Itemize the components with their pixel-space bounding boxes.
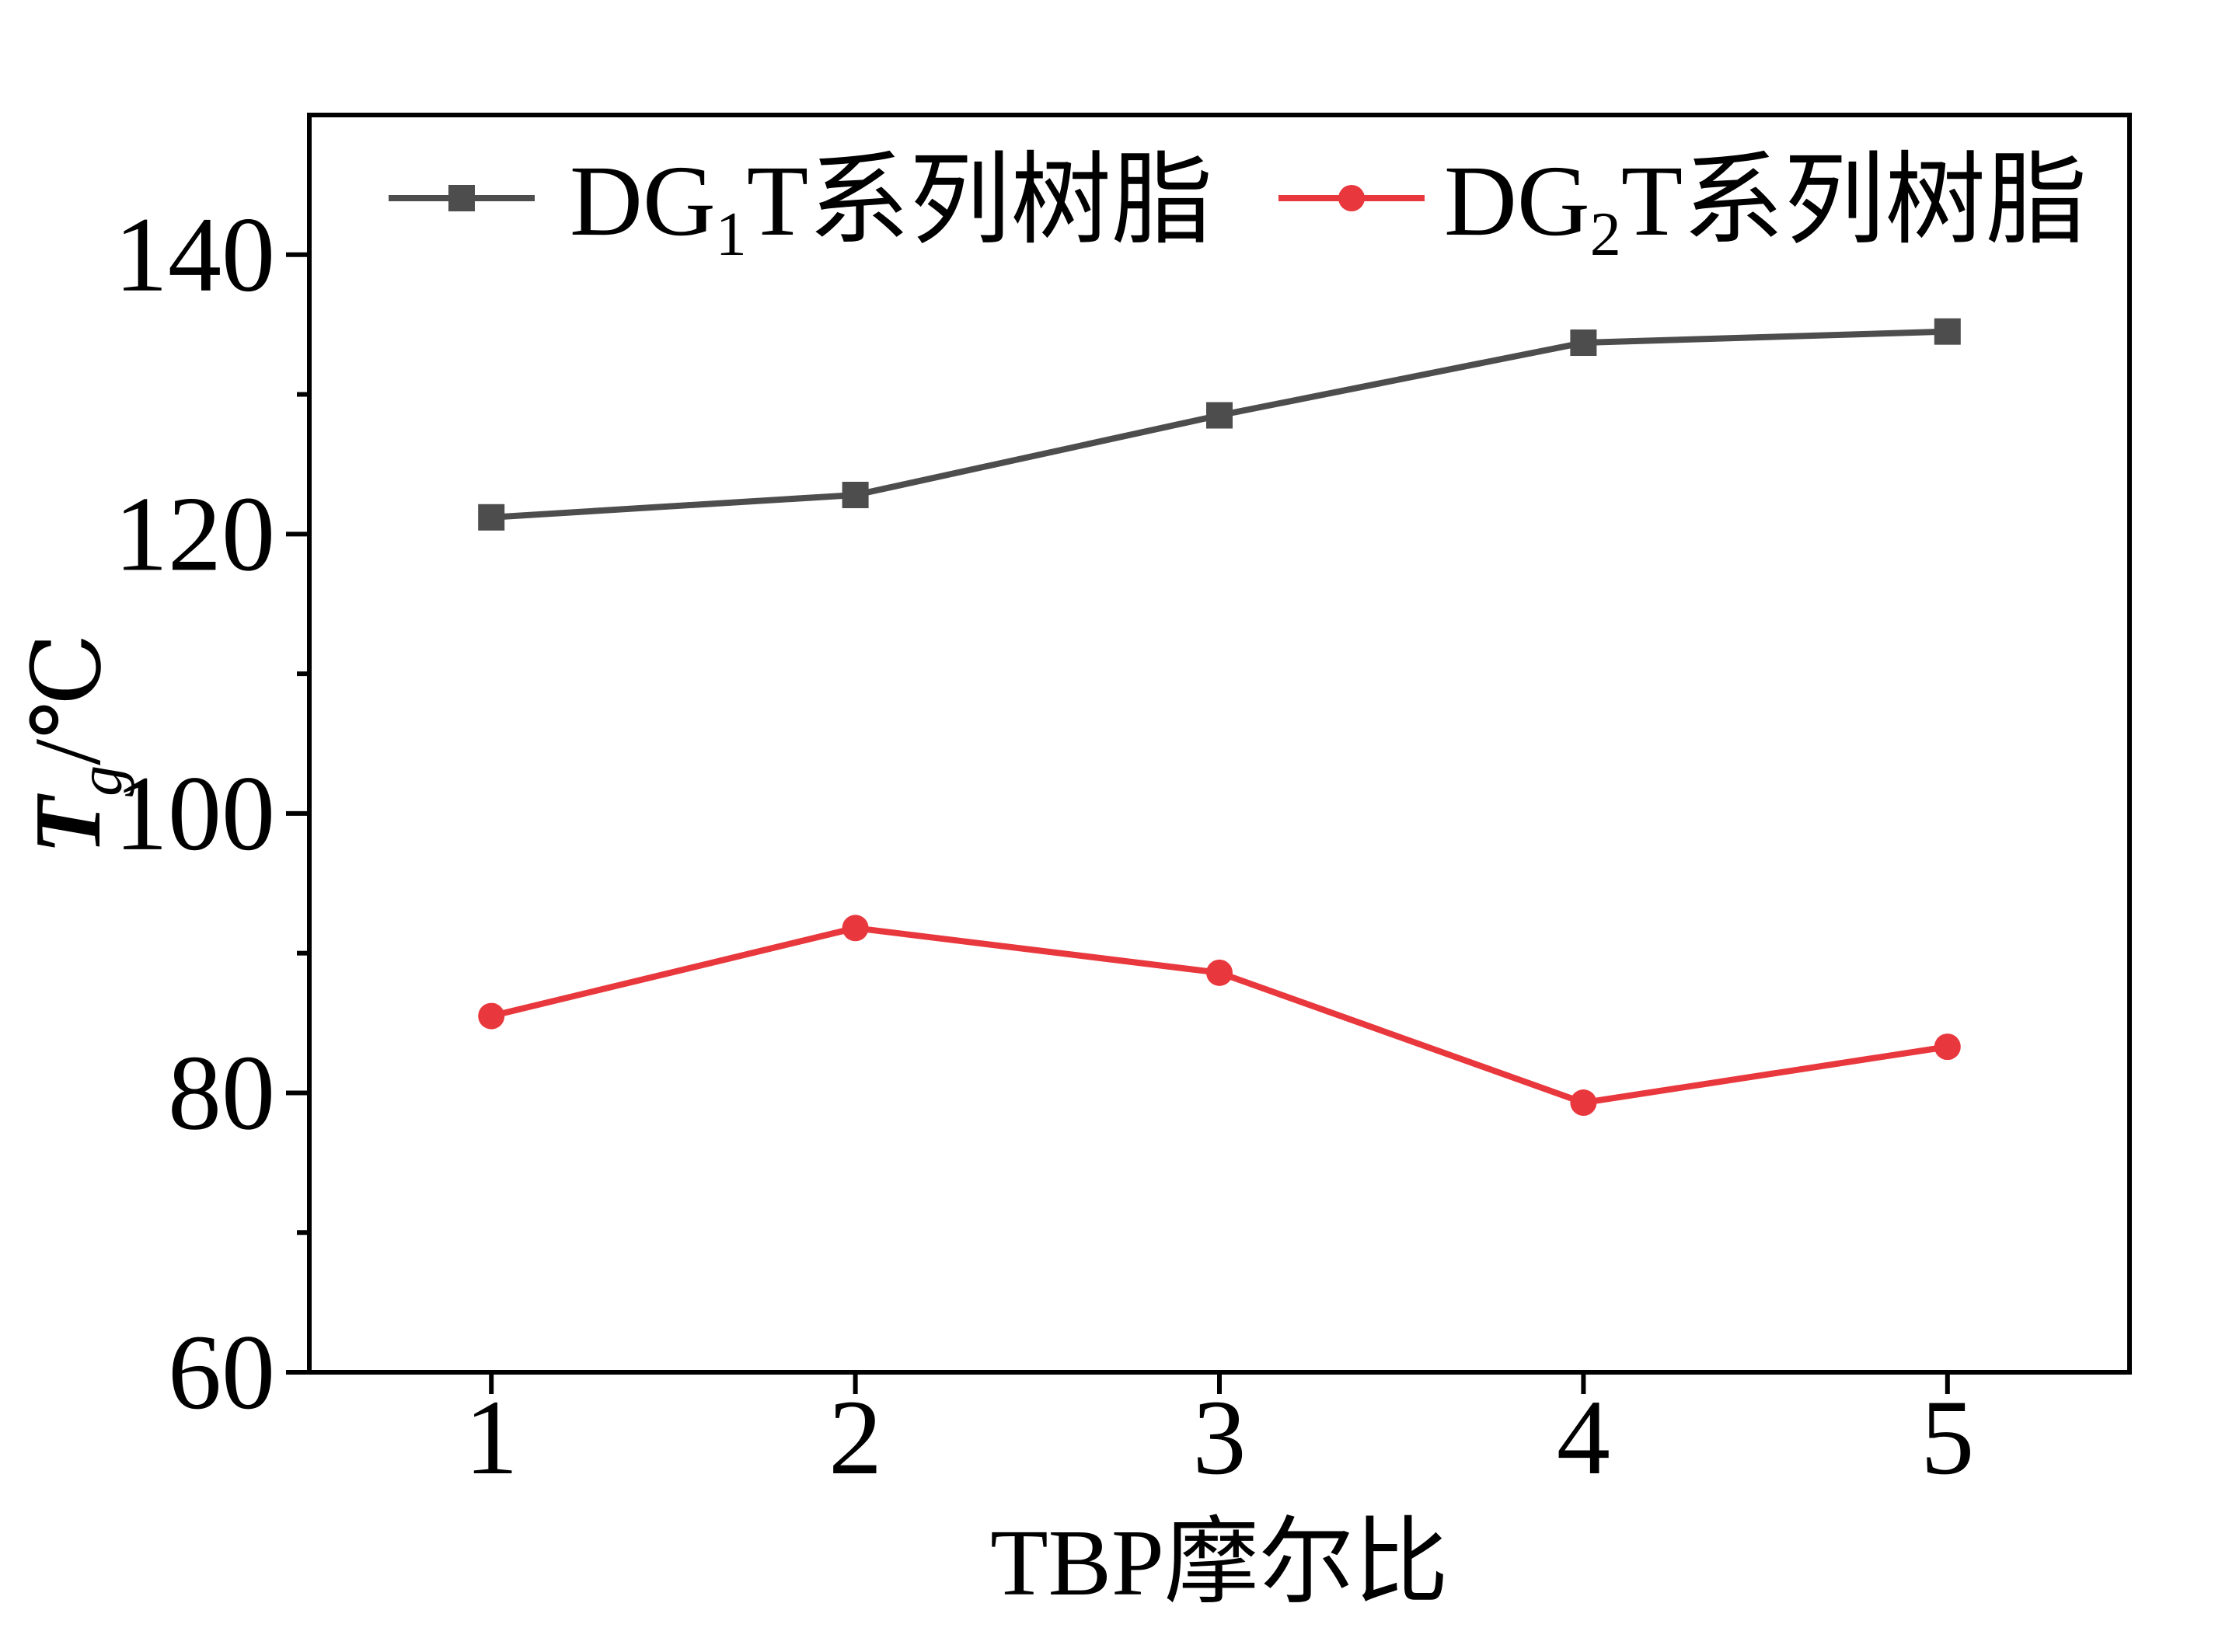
axes: 60 80 100 120 140 1 2 3 4 5 bbox=[114, 195, 1974, 1497]
series-1-point-2 bbox=[842, 481, 869, 508]
series-1-point-1 bbox=[478, 504, 505, 531]
series-2-point-1 bbox=[478, 1002, 505, 1030]
y-axis-title-symbol: T bbox=[16, 793, 120, 854]
y-tick-label-3: 120 bbox=[114, 474, 275, 593]
y-tick-label-4: 140 bbox=[114, 195, 275, 314]
legend-label-1: DG1T系列树脂 bbox=[570, 145, 1212, 269]
legend-item-1: DG1T系列树脂 bbox=[389, 145, 1212, 269]
series-2-point-5 bbox=[1934, 1033, 1961, 1061]
series-2-point-3 bbox=[1206, 959, 1233, 986]
y-axis-title: Tg/℃ bbox=[16, 633, 135, 855]
y-axis-title-unit: /℃ bbox=[16, 633, 120, 765]
y-tick-label-1: 80 bbox=[168, 1033, 275, 1152]
series-1-point-5 bbox=[1934, 318, 1961, 345]
x-tick-label-4: 5 bbox=[1920, 1378, 1974, 1497]
y-tick-label-0: 60 bbox=[168, 1312, 275, 1431]
legend-marker-1 bbox=[448, 185, 475, 211]
y-tick-label-2: 100 bbox=[114, 754, 275, 873]
legend-label-2: DG2T系列树脂 bbox=[1444, 145, 2087, 269]
legend: DG1T系列树脂 DG2T系列树脂 bbox=[389, 145, 2087, 269]
series-lines bbox=[490, 328, 1948, 1107]
x-tick-label-3: 4 bbox=[1557, 1378, 1610, 1497]
x-axis-title: TBP摩尔比 bbox=[990, 1511, 1449, 1615]
legend-marker-2 bbox=[1338, 185, 1365, 211]
series-markers bbox=[478, 318, 1961, 1117]
series-2-point-2 bbox=[842, 915, 869, 942]
x-tick-label-1: 2 bbox=[828, 1378, 882, 1497]
x-tick-label-2: 3 bbox=[1193, 1378, 1247, 1497]
svg-text:Tg/℃: Tg/℃ bbox=[16, 633, 135, 855]
series-2-line bbox=[490, 925, 1948, 1107]
series-2-point-4 bbox=[1570, 1089, 1597, 1117]
series-1-point-3 bbox=[1206, 402, 1233, 429]
legend-item-2: DG2T系列树脂 bbox=[1278, 145, 2087, 269]
plot-frame bbox=[307, 113, 2132, 1375]
series-1-point-4 bbox=[1570, 329, 1597, 357]
x-tick-label-0: 1 bbox=[465, 1378, 518, 1497]
y-axis-title-subscript: g bbox=[67, 765, 135, 796]
